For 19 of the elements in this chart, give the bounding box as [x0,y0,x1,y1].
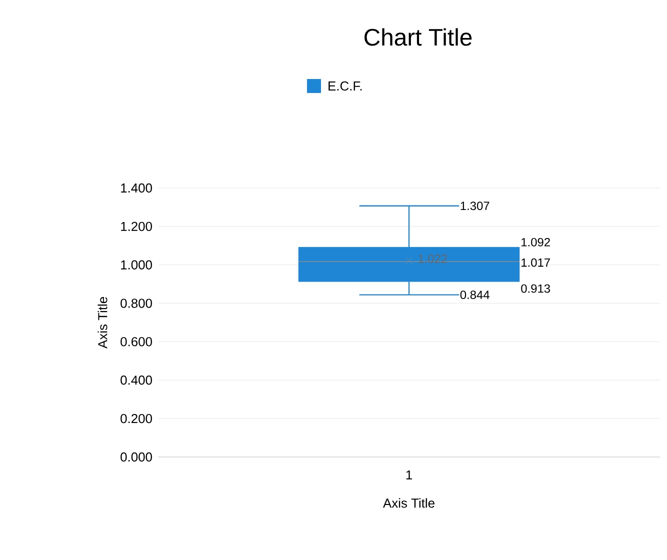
chart-title: Chart Title [364,28,472,46]
legend-label: E.C.F. [328,81,362,91]
y-tick-label: 1.200 [121,222,152,232]
x-axis-title: Axis Title [383,498,434,508]
y-tick-label: 1.000 [121,260,152,270]
y-axis-title: Axis Title [98,297,108,348]
y-tick-label: 0.000 [120,452,152,462]
y-tick-label: 0.200 [120,414,152,424]
annotation: 1.017 [522,258,550,267]
annotation: 1.307 [460,202,490,210]
y-tick-label: 0.800 [120,298,152,308]
y-tick-label: 1.400 [121,183,152,193]
y-tick-label: 0.400 [120,376,152,385]
annotation: 1.092 [522,238,550,246]
annotation: 1.022 [418,254,448,263]
annotation: 0.844 [460,290,490,300]
annotation: 0.913 [521,284,550,293]
y-tick-label: 0.600 [120,337,152,346]
x-tick-label: 1 [406,470,412,480]
